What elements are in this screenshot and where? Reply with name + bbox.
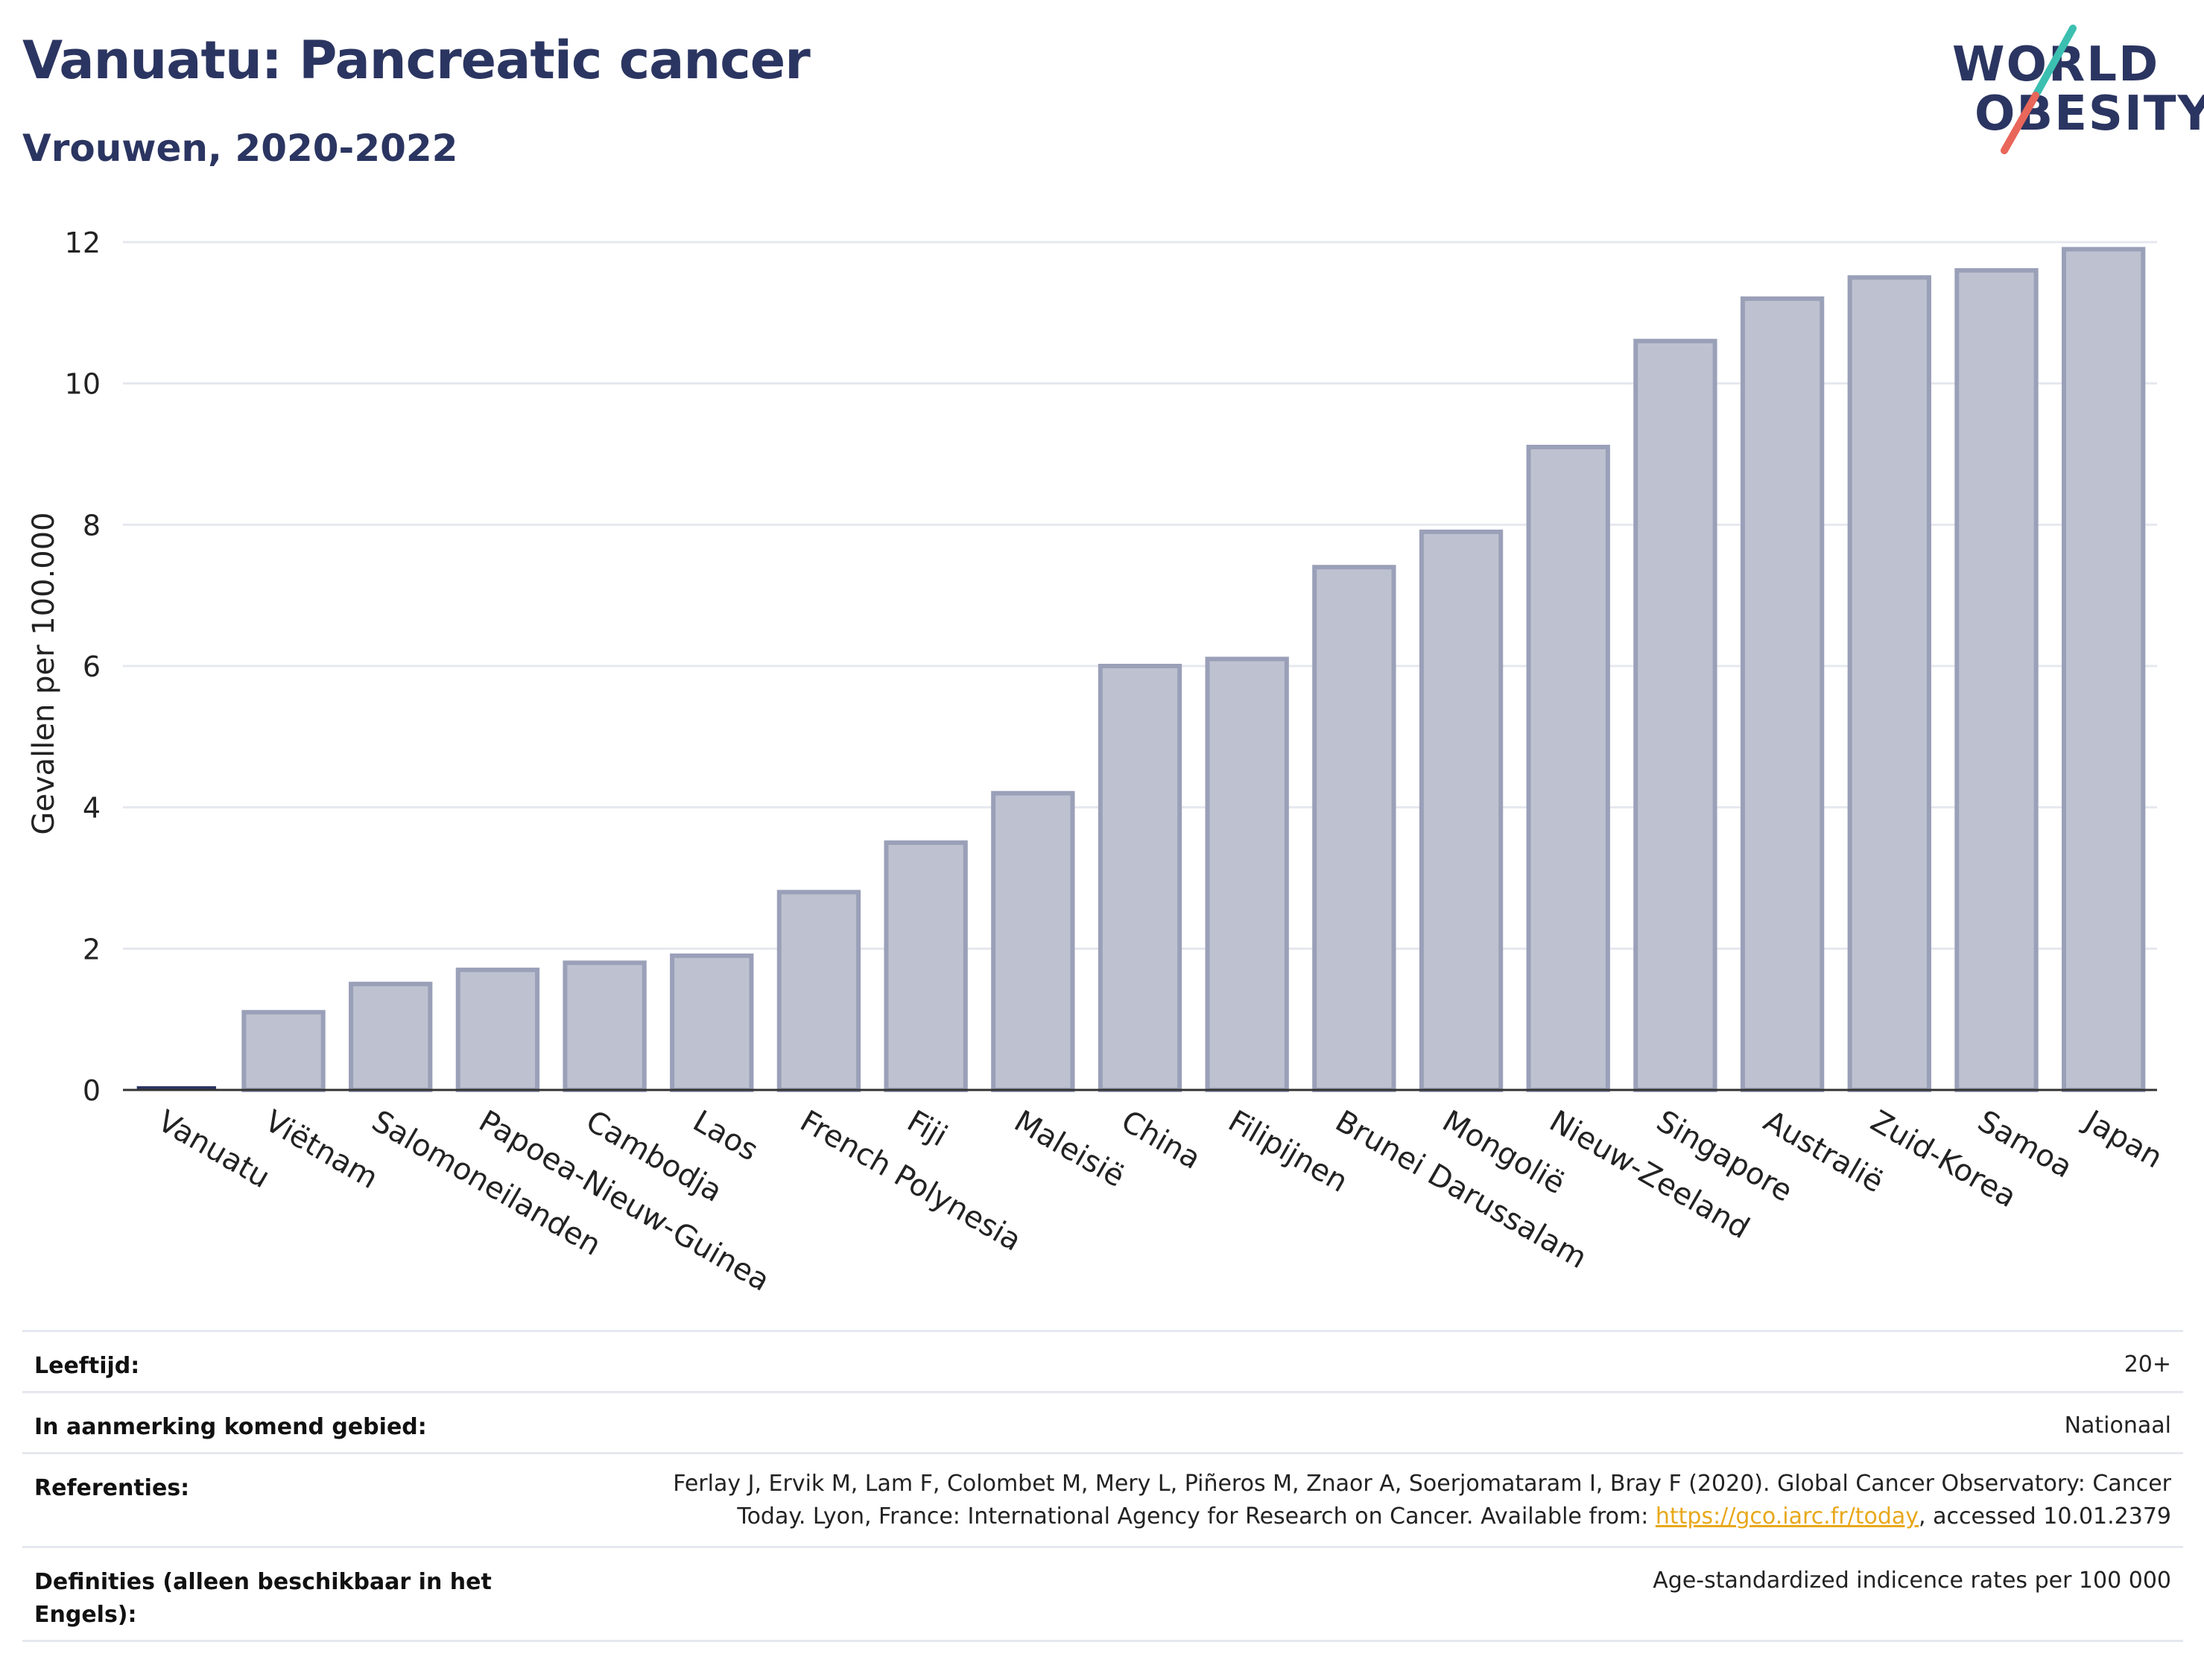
meta-value-references: Ferlay J, Ervik M, Lam F, Colombet M, Me…	[673, 1468, 2171, 1533]
meta-value-definitions: Age-standardized indicence rates per 100…	[1653, 1568, 2171, 1594]
bar	[1526, 445, 1610, 1092]
bar	[1205, 656, 1289, 1092]
bar	[1312, 565, 1396, 1092]
bar	[1098, 664, 1182, 1092]
x-tick-label: Viëtnam	[259, 1104, 384, 1196]
y-tick-label: 0	[83, 1074, 101, 1107]
y-tick-label: 8	[83, 509, 101, 542]
meta-value-area: Nationaal	[2064, 1413, 2171, 1439]
definitions-label-line2: Engels):	[34, 1602, 137, 1628]
reference-link[interactable]: https://gco.iarc.fr/today	[1655, 1503, 1919, 1530]
bar	[991, 790, 1075, 1092]
meta-label-references: Referenties:	[34, 1475, 190, 1501]
x-tick-label: Laos	[687, 1104, 764, 1168]
definitions-label-line1: Definities (alleen beschikbaar in het	[34, 1569, 492, 1595]
y-tick-label: 12	[65, 226, 101, 259]
bar	[1954, 267, 2039, 1092]
x-tick-label: Maleisië	[1008, 1104, 1130, 1194]
bar	[2061, 247, 2146, 1093]
reference-text: Today. Lyon, France: International Agenc…	[737, 1503, 1656, 1530]
bar	[884, 840, 968, 1092]
page-subtitle: Vrouwen, 2020-2022	[22, 127, 458, 170]
meta-label-definitions: Definities (alleen beschikbaar in het En…	[34, 1566, 492, 1632]
world-obesity-logo[interactable]: WORLD OBESITY	[1945, 22, 2204, 156]
meta-row-references: Referenties: Ferlay J, Ervik M, Lam F, C…	[22, 1452, 2183, 1548]
bar	[241, 1009, 326, 1093]
y-tick-label: 10	[65, 368, 101, 401]
bar	[776, 890, 861, 1092]
page-title: Vanuatu: Pancreatic cancer	[22, 30, 811, 91]
reference-accessed: , accessed 10.01.2379	[1919, 1503, 2171, 1530]
y-tick-label: 6	[83, 650, 101, 683]
bar-chart: 0 2 4 6 8 10 12 Gevallen per 100.000 VanuatuViët…	[27, 226, 2168, 1296]
x-tick-label: Fiji	[902, 1104, 953, 1154]
reference-line-2: Today. Lyon, France: International Agenc…	[673, 1500, 2171, 1533]
meta-label-area: In aanmerking komend gebied:	[34, 1414, 427, 1440]
bar	[455, 967, 540, 1092]
meta-label-age: Leeftijd:	[34, 1353, 140, 1379]
y-tick-label: 2	[83, 933, 101, 966]
x-tick-label: Filipijnen	[1223, 1104, 1354, 1199]
bar	[1419, 529, 1504, 1093]
reference-line-1: Ferlay J, Ervik M, Lam F, Colombet M, Me…	[673, 1471, 2171, 1497]
x-tick-label: Vanuatu	[152, 1104, 276, 1195]
bar	[670, 953, 754, 1092]
bar	[349, 981, 433, 1092]
bar	[1847, 275, 1931, 1093]
y-tick-label: 4	[83, 792, 101, 825]
meta-bottom-divider	[22, 1640, 2183, 1642]
meta-row-age: Leeftijd: 20+	[22, 1330, 2183, 1393]
meta-row-area: In aanmerking komend gebied: Nationaal	[22, 1391, 2183, 1454]
y-axis-label: Gevallen per 100.000	[27, 512, 61, 834]
bar	[1633, 338, 1717, 1092]
meta-value-age: 20+	[2124, 1351, 2171, 1378]
meta-row-definitions: Definities (alleen beschikbaar in het En…	[22, 1546, 2183, 1642]
bar-highlight	[136, 1086, 217, 1090]
bar	[563, 960, 647, 1093]
logo-slash-icon	[2001, 25, 2077, 154]
bar	[1740, 296, 1825, 1092]
x-tick-label: Japan	[2077, 1103, 2168, 1175]
